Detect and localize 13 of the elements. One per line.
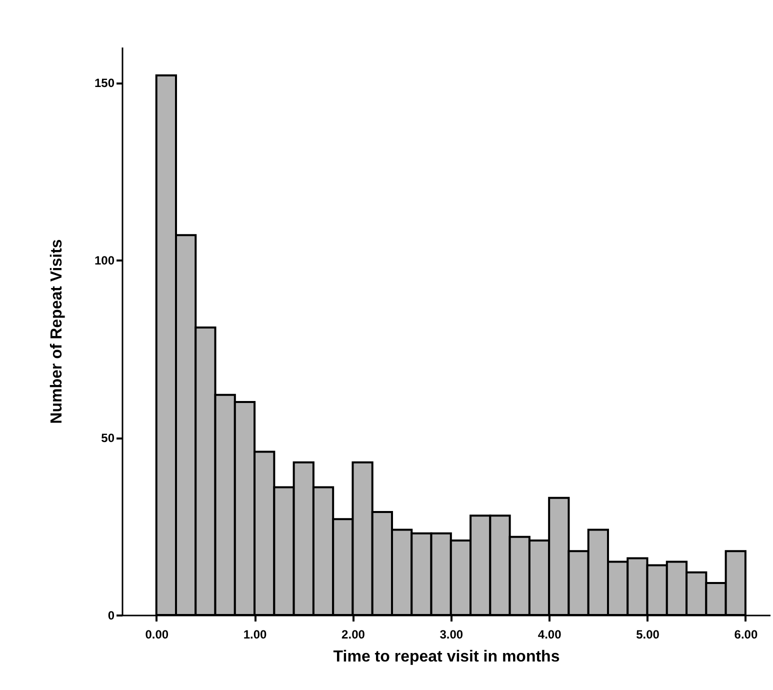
x-axis-title: Time to repeat visit in months	[333, 648, 560, 666]
x-tick-label: 0.00	[145, 628, 169, 642]
y-axis-title: Number of Repeat Visits	[48, 239, 66, 424]
x-tick-label: 3.00	[440, 628, 464, 642]
y-tick-label: 150	[94, 76, 115, 90]
y-tick-label: 0	[108, 608, 115, 622]
x-tick-label: 4.00	[538, 628, 562, 642]
y-tick-label: 100	[94, 254, 115, 268]
y-tick-label: 50	[101, 431, 115, 445]
x-tick-label: 2.00	[342, 628, 366, 642]
x-tick-label: 5.00	[636, 628, 660, 642]
x-tick-label: 6.00	[734, 628, 758, 642]
x-tick-label: 1.00	[243, 628, 268, 642]
